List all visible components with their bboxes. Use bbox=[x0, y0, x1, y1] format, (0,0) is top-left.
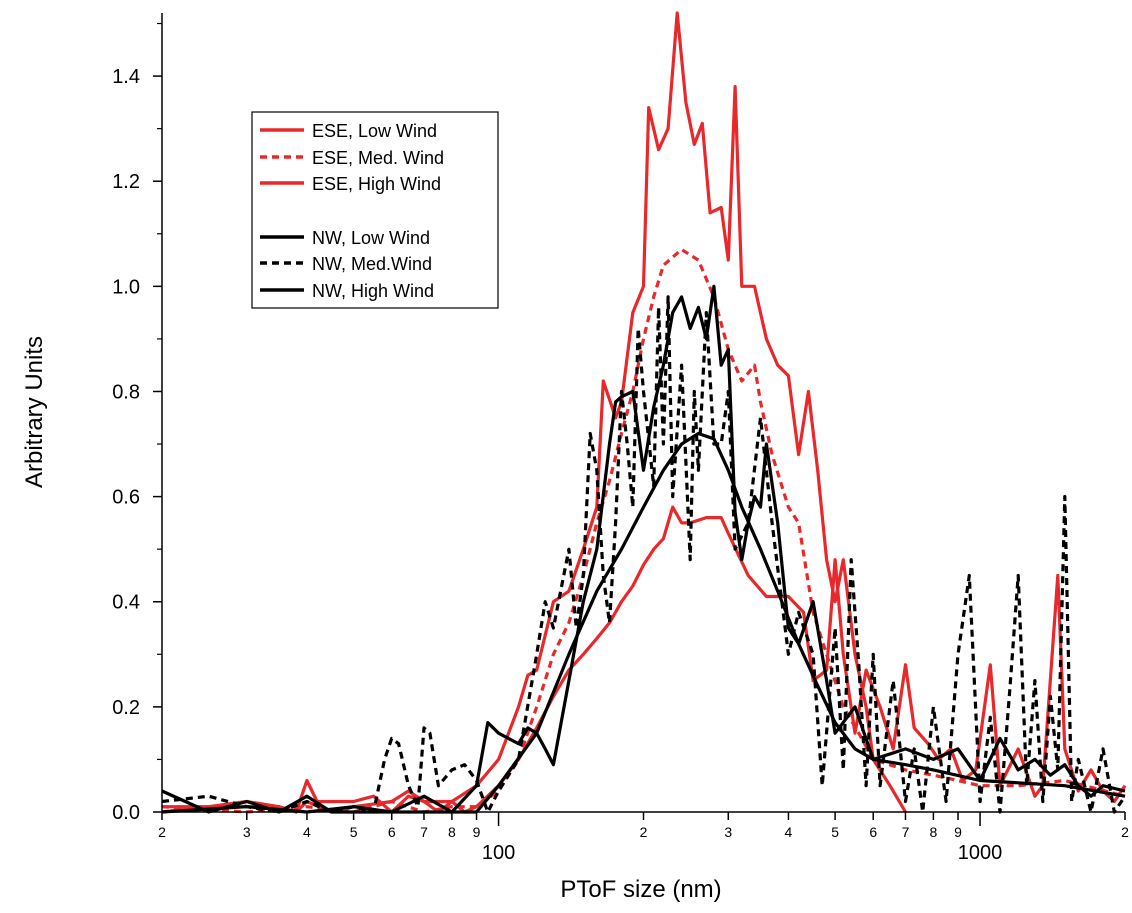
x-axis-label: PToF size (nm) bbox=[560, 876, 721, 903]
x-minor-tick-label: 7 bbox=[420, 824, 428, 840]
legend-label-4: NW, Low Wind bbox=[312, 228, 430, 248]
x-minor-tick-label: 2 bbox=[1121, 824, 1129, 840]
x-minor-tick-label: 5 bbox=[350, 824, 358, 840]
legend-label-6: NW, High Wind bbox=[312, 281, 434, 301]
x-minor-tick-label: 2 bbox=[158, 824, 166, 840]
series-line-5 bbox=[161, 295, 1127, 814]
legend-label-2: ESE, Med. Wind bbox=[312, 148, 444, 168]
series-line-2 bbox=[161, 247, 1126, 814]
legend-box bbox=[251, 111, 499, 309]
y-tick-label: 1.2 bbox=[112, 171, 140, 193]
y-tick-label: 0.0 bbox=[112, 802, 140, 824]
series-line-6 bbox=[161, 431, 1126, 814]
x-minor-tick-label: 8 bbox=[448, 824, 456, 840]
x-minor-tick-label: 2 bbox=[640, 824, 648, 840]
x-minor-tick-label: 7 bbox=[902, 824, 910, 840]
axes: 0.0 0.2 0.4 0.6 0.8 1.0 1.2 1.4 2 3 4 5 6 7 8 9 2 3 4 5 6 7 8 9… bbox=[112, 13, 1129, 864]
series-line-1 bbox=[162, 505, 1127, 814]
y-tick-label: 0.8 bbox=[112, 381, 140, 403]
x-minor-tick-label: 3 bbox=[243, 824, 251, 840]
y-tick-label: 0.2 bbox=[112, 697, 140, 719]
x-minor-tick-label: 4 bbox=[303, 824, 311, 840]
legend-items: ESE, Low Wind ESE, Med. Wind ESE, High Win… bbox=[260, 121, 444, 301]
x-minor-tick-label: 3 bbox=[724, 824, 732, 840]
y-tick-label: 0.6 bbox=[112, 487, 140, 509]
legend-label-3: ESE, High Wind bbox=[312, 174, 441, 194]
x-minor-tick-label: 8 bbox=[929, 824, 937, 840]
y-axis-label: Arbitrary Units bbox=[21, 336, 48, 488]
x-minor-tick-label: 6 bbox=[869, 824, 877, 840]
x-major-tick-label: 1000 bbox=[958, 842, 1003, 864]
y-tick-label: 1.4 bbox=[112, 66, 140, 88]
x-minor-tick-label: 6 bbox=[388, 824, 396, 840]
x-minor-tick-label: 4 bbox=[785, 824, 793, 840]
legend-label-5: NW, Med.Wind bbox=[312, 254, 432, 274]
x-minor-tick-label: 9 bbox=[473, 824, 481, 840]
x-major-tick-label: 100 bbox=[482, 842, 515, 864]
legend: ESE, Low Wind ESE, Med. Wind ESE, High Win… bbox=[251, 111, 499, 309]
y-tick-label: 0.4 bbox=[112, 592, 140, 614]
series-line-4 bbox=[161, 284, 1126, 814]
legend-label-1: ESE, Low Wind bbox=[312, 121, 437, 141]
series-line-3 bbox=[161, 11, 907, 814]
y-tick-label: 1.0 bbox=[112, 276, 140, 298]
x-minor-tick-label: 9 bbox=[954, 824, 962, 840]
x-minor-tick-label: 5 bbox=[831, 824, 839, 840]
